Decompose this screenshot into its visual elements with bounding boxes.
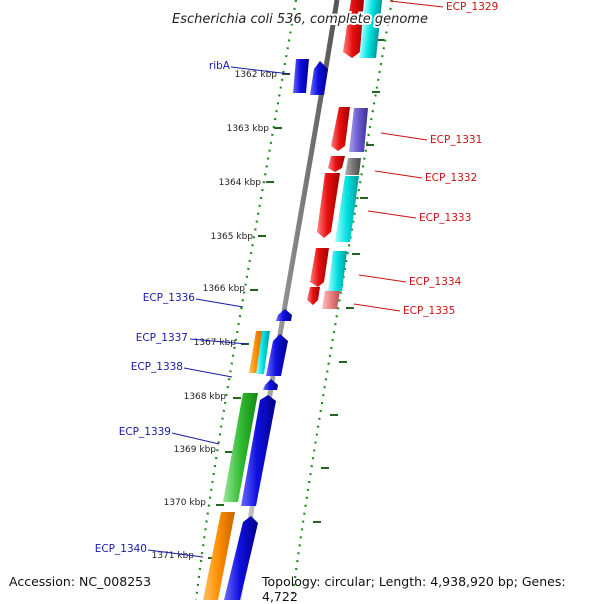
tick-label-1370: 1370 kbp (164, 498, 207, 508)
gene-label-ecp1336[interactable]: ECP_1336 (143, 292, 196, 304)
tick-label-1365: 1365 kbp (211, 232, 254, 242)
forward-strand-genes (203, 59, 328, 600)
gene-ecp1333-red[interactable] (317, 173, 340, 238)
gene-ecp1337-blue[interactable] (266, 334, 288, 376)
gene-label-ecp1335[interactable]: ECP_1335 (403, 305, 455, 317)
accession-text: Accession: NC_008253 (9, 574, 152, 589)
gene-ecp1339-green[interactable] (223, 393, 258, 502)
gene-ecp1335-red[interactable] (307, 287, 320, 305)
left-leader-lines (147, 66, 291, 558)
gene-ecp1340-orange[interactable] (203, 512, 235, 600)
gene-ecp1331-purple[interactable] (349, 108, 368, 152)
gene-label-ecp1331[interactable]: ECP_1331 (430, 134, 482, 146)
right-leader-lines (353, 0, 444, 312)
minor-tick-marks (313, 39, 384, 523)
tick-label-1368: 1368 kbp (184, 392, 227, 402)
gene-ecp1335-pink[interactable] (322, 291, 340, 309)
gene-ecp1339-blue[interactable] (241, 395, 276, 506)
tick-label-1366: 1366 kbp (203, 284, 246, 294)
tick-label-1364: 1364 kbp (219, 178, 262, 188)
gene-ecp1333-cyan[interactable] (335, 176, 359, 242)
gene-ecp1332-gray[interactable] (345, 158, 361, 175)
gene-ecp1340-blue[interactable] (224, 516, 258, 600)
gene-ecp1331-red[interactable] (331, 107, 350, 151)
tick-label-1367: 1367 kbp (194, 338, 237, 348)
gene-label-ecp1329[interactable]: ECP_1329 (446, 1, 498, 13)
gene-ecp1329-cyan[interactable] (359, 0, 383, 58)
gene-riba-blue-1[interactable] (293, 59, 309, 93)
gene-ecp1336-blue[interactable] (276, 309, 292, 321)
gene-ecp1332-red[interactable] (328, 156, 345, 172)
gene-ecp1338-blue[interactable] (263, 379, 278, 390)
gene-ecp1334-cyan[interactable] (328, 251, 347, 291)
gene-riba-blue-2[interactable] (310, 61, 328, 95)
gene-ecp1334-red[interactable] (310, 248, 329, 287)
tick-label-1369: 1369 kbp (174, 445, 217, 455)
gene-label-ecp1338[interactable]: ECP_1338 (131, 361, 183, 373)
gene-ecp1337-orange[interactable] (249, 331, 263, 373)
gene-label-ecp1339[interactable]: ECP_1339 (119, 426, 171, 438)
gene-ecp1337-cyan[interactable] (256, 331, 270, 374)
gene-label-ecp1333[interactable]: ECP_1333 (419, 212, 471, 224)
gc-dotted-line-right (290, 0, 394, 600)
gene-ecp1329-red[interactable] (343, 0, 364, 58)
map-title: Escherichia coli 536, complete genome (172, 12, 428, 27)
gene-label-ecp1340[interactable]: ECP_1340 (95, 543, 147, 555)
tick-label-1363: 1363 kbp (227, 124, 270, 134)
gene-label-ecp1337[interactable]: ECP_1337 (136, 332, 188, 344)
reverse-strand-genes (307, 0, 383, 309)
gene-label-riba[interactable]: ribA (209, 60, 231, 72)
gene-label-ecp1332[interactable]: ECP_1332 (425, 172, 477, 184)
tick-label-1371: 1371 kbp (152, 551, 195, 561)
gene-label-ecp1334[interactable]: ECP_1334 (409, 276, 462, 288)
gc-dotted-line-left (194, 0, 298, 600)
tick-label-1362: 1362 kbp (235, 70, 278, 80)
